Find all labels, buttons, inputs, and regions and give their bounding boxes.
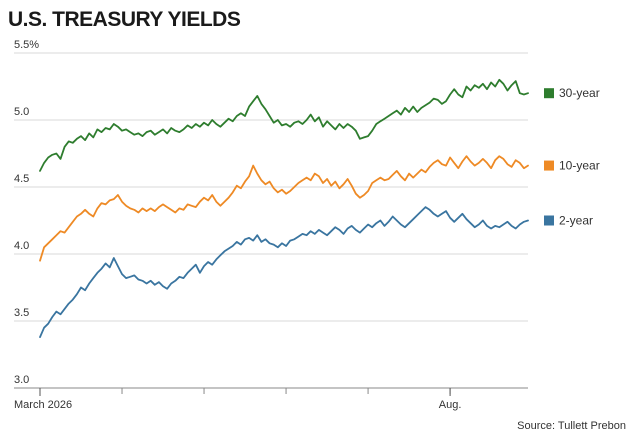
series-layer xyxy=(39,78,529,339)
series-line-30-year xyxy=(39,78,529,172)
series-line-2-year xyxy=(39,206,529,339)
legend-swatch-2-year xyxy=(544,215,554,226)
legend-label-30-year: 30-year xyxy=(559,86,600,100)
x-tick-label: Aug. xyxy=(439,399,462,411)
legend: 30-year 10-year 2-year xyxy=(544,86,600,228)
legend-label-10-year: 10-year xyxy=(559,159,600,173)
legend-swatch-30-year xyxy=(544,88,554,99)
axis-layer: 3.0 3.5 4.0 4.5 5.0 5.5% March 2026 Aug. xyxy=(14,39,461,411)
y-tick-label: 4.5 xyxy=(14,173,29,185)
y-tick-label: 4.0 xyxy=(14,240,29,252)
x-tick-label: March 2026 xyxy=(14,399,72,411)
y-tick-label: 3.5 xyxy=(14,307,29,319)
series-line-10-year xyxy=(39,155,529,262)
legend-label-2-year: 2-year xyxy=(559,214,593,228)
grid-layer xyxy=(14,52,528,389)
legend-swatch-10-year xyxy=(544,160,554,171)
source-label: Source: Tullett Prebon xyxy=(517,420,626,432)
y-tick-label: 5.5% xyxy=(14,39,39,51)
chart-title: U.S. TREASURY YIELDS xyxy=(8,8,241,31)
y-tick-label: 3.0 xyxy=(14,374,29,386)
y-tick-label: 5.0 xyxy=(14,106,29,118)
